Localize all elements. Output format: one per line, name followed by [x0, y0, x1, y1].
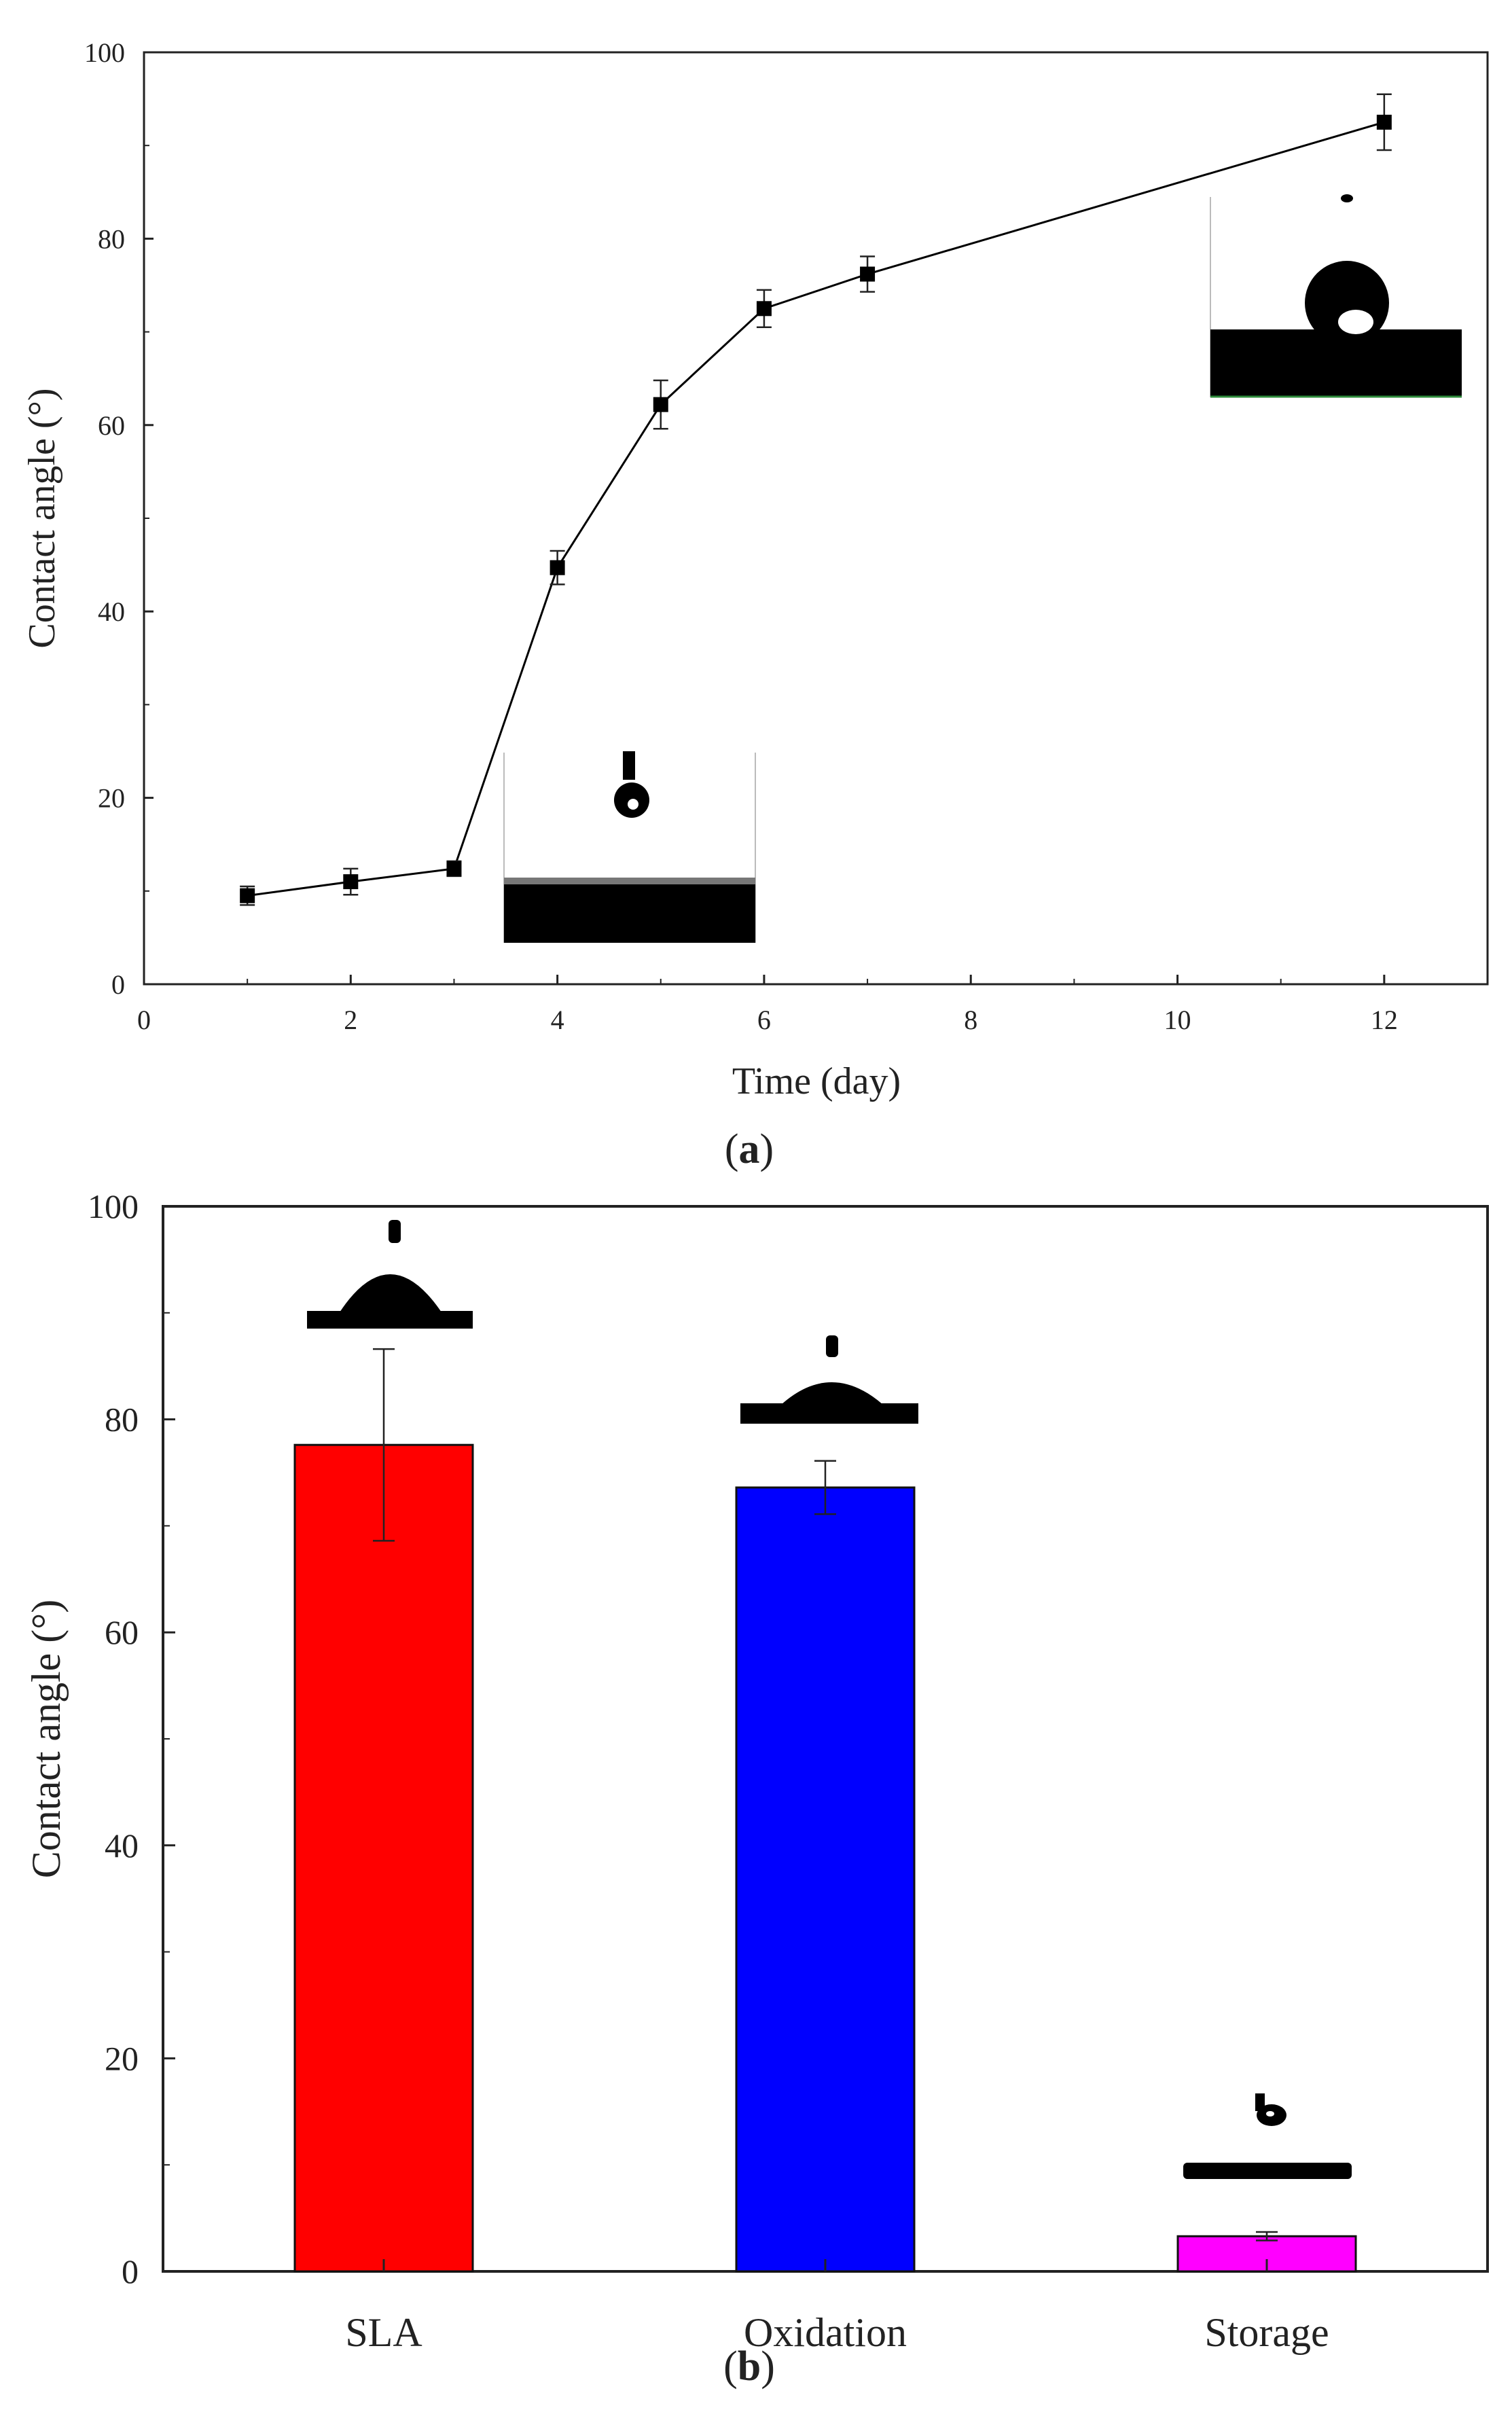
bar	[293, 1443, 474, 2273]
chart-a-y-label: Contact angle (°)	[21, 388, 63, 648]
droplet-inset-storage	[1183, 2093, 1352, 2179]
data-point	[446, 861, 462, 876]
y-tick-label: 60	[105, 1613, 139, 1651]
chart-a-x-label: Time (day)	[732, 1060, 901, 1102]
series-line	[247, 121, 1385, 897]
panel-a-letter: a	[739, 1126, 760, 1172]
y-tick-label: 40	[105, 1826, 139, 1865]
panel-b-letter: b	[738, 2343, 761, 2390]
y-tick-label: 100	[84, 37, 125, 68]
x-tick-label: 10	[1164, 1005, 1191, 1035]
x-tick-label: 2	[344, 1005, 357, 1035]
chart-a: 0 20 40 60 80 100 0 2 4 6 8 10 12 Time (day) Contac…	[21, 37, 1489, 1172]
x-tick-label: SLA	[345, 2310, 422, 2355]
data-point	[240, 888, 255, 903]
droplet-inset-low-angle	[503, 751, 756, 943]
y-tick-label: 80	[105, 1401, 139, 1439]
y-tick-label: 60	[98, 410, 125, 441]
x-tick-label: Storage	[1204, 2310, 1329, 2355]
data-point	[653, 397, 668, 412]
data-point	[1376, 114, 1392, 130]
x-tick-label: 12	[1371, 1005, 1398, 1035]
panel-a-caption: (a)	[725, 1126, 774, 1172]
y-tick-label: 20	[98, 783, 125, 814]
panel-b-caption: (b)	[723, 2343, 775, 2390]
chart-a-frame	[143, 51, 1489, 986]
droplet-inset-oxidation	[740, 1335, 918, 1424]
droplet-inset-high-angle	[1210, 194, 1462, 398]
y-tick-label: 0	[111, 969, 125, 1000]
x-tick-label: Oxidation	[744, 2310, 907, 2355]
data-point	[756, 301, 772, 317]
x-tick-label: 0	[137, 1005, 151, 1035]
chart-b: 0 20 40 60 80 100 SLA Oxidation Storage Contact…	[24, 1187, 1489, 2390]
chart-a-series	[240, 93, 1392, 906]
chart-b-y-axis: 0 20 40 60 80 100	[88, 1187, 175, 2290]
y-tick-label: 0	[122, 2252, 139, 2290]
x-tick-label: 6	[757, 1005, 771, 1035]
x-tick-label: 4	[551, 1005, 564, 1035]
data-point	[343, 874, 359, 890]
chart-b-y-label: Contact angle (°)	[24, 1600, 69, 1879]
droplet-inset-sla	[307, 1220, 473, 1329]
y-tick-label: 20	[105, 2039, 139, 2077]
y-tick-label: 40	[98, 596, 125, 627]
chart-a-x-axis: 0 2 4 6 8 10 12	[137, 975, 1398, 1035]
y-tick-label: 80	[98, 223, 125, 254]
y-tick-label: 100	[88, 1187, 139, 1225]
x-tick-label: 8	[964, 1005, 977, 1035]
chart-a-y-axis: 0 20 40 60 80 100	[84, 37, 154, 1000]
data-point	[860, 266, 876, 282]
chart-b-bars: SLA Oxidation Storage	[293, 1348, 1357, 2355]
data-point	[550, 560, 565, 575]
bar	[735, 1486, 916, 2273]
